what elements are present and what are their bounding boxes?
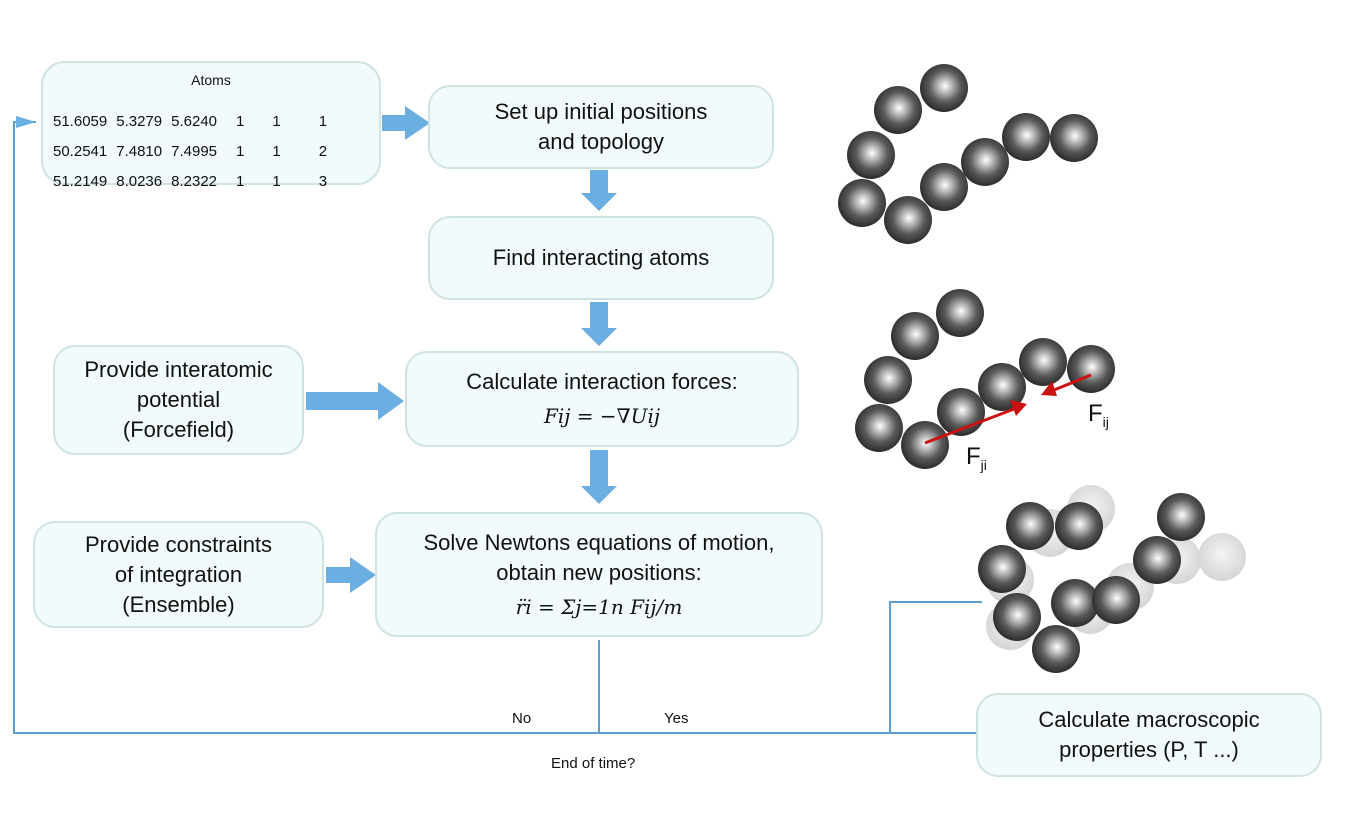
molecule-updated	[978, 485, 1246, 673]
table-cell: 1	[318, 113, 328, 130]
atom	[838, 179, 886, 227]
atoms-input-box: Atoms 51.6059 5.3279 5.6240 1 1 1 50.254…	[41, 61, 381, 190]
constraints-line-3: (Ensemble)	[122, 591, 235, 617]
molecule-initial	[838, 64, 1098, 244]
atom	[884, 196, 932, 244]
arrow-setup-to-find	[581, 170, 617, 211]
macro-line-1: Calculate macroscopic	[1038, 707, 1260, 732]
atom	[1002, 113, 1050, 161]
atom	[1019, 338, 1067, 386]
macro-line-2: properties (P, T ...)	[1059, 737, 1239, 762]
constraints-box: Provide constraints of integration (Ense…	[33, 521, 324, 628]
decision-yes-label: Yes	[664, 710, 689, 727]
ghost-atom	[1198, 533, 1246, 581]
force-arrow-fij-head	[1041, 381, 1057, 396]
table-cell: 1	[236, 113, 245, 130]
atom	[920, 64, 968, 112]
atom	[847, 131, 895, 179]
atom	[1055, 502, 1103, 550]
force-label-fij-sub: ij	[1102, 414, 1109, 430]
force-label-fji-sub: ji	[980, 457, 987, 473]
force-arrow-fij	[1053, 373, 1092, 392]
atom	[1051, 579, 1099, 627]
force-label-fij-main: F	[1088, 400, 1103, 427]
force-arrow-fji-head	[1010, 400, 1027, 416]
atom	[1032, 625, 1080, 673]
arrow-atoms-to-setup	[382, 106, 430, 140]
force-label-fij: Fij	[1088, 400, 1109, 430]
calc-forces-box: Calculate interaction forces: Fij = −∇Ui…	[405, 351, 799, 447]
table-cell: 1	[272, 173, 281, 190]
force-label-fji-main: F	[966, 443, 981, 470]
setup-line-2: and topology	[538, 129, 664, 154]
molecule-forces	[855, 289, 1115, 469]
atom	[1006, 502, 1054, 550]
potential-line-2: potential	[136, 387, 221, 412]
constraints-line-1: Provide constraints	[84, 531, 273, 557]
macro-box: Calculate macroscopic properties (P, T .…	[976, 693, 1322, 777]
force-arrow-fji	[924, 407, 1015, 445]
newton-equation: r̈i = Σj=1n Fij/m	[515, 594, 683, 619]
loop-arrow-head	[16, 116, 36, 128]
table-cell: 1	[272, 143, 281, 160]
atom	[961, 138, 1009, 186]
arrow-find-to-calc	[581, 302, 617, 346]
decision-question: End of time?	[551, 755, 636, 772]
table-cell: 3	[318, 173, 328, 190]
atoms-title: Atoms	[191, 72, 231, 88]
force-label-fji: Fji	[966, 443, 987, 473]
atom	[920, 163, 968, 211]
constraints-line-2: of integration	[114, 561, 243, 587]
atom	[1157, 493, 1205, 541]
solve-line-2: obtain new positions:	[496, 559, 702, 585]
table-cell: 1	[272, 113, 281, 130]
atom	[901, 421, 949, 469]
atom	[874, 86, 922, 134]
table-cell: 8.0236	[116, 173, 163, 190]
table-row: 50.2541 7.4810 7.4995 1 1 2	[53, 137, 336, 167]
table-cell: 51.2149	[53, 173, 108, 190]
setup-box: Set up initial positions and topology	[428, 85, 774, 169]
atom	[1092, 576, 1140, 624]
atom	[864, 356, 912, 404]
calc-forces-title: Calculate interaction forces:	[466, 369, 738, 394]
atom	[1067, 345, 1115, 393]
atom	[891, 312, 939, 360]
table-row: 51.6059 5.3279 5.6240 1 1 1	[53, 107, 336, 137]
force-equation: Fij = −∇Uij	[543, 404, 661, 428]
setup-line-1: Set up initial positions	[494, 99, 708, 124]
atom	[855, 404, 903, 452]
table-cell: 1	[236, 143, 245, 160]
solve-line-1: Solve Newtons equations of motion,	[423, 529, 775, 555]
potential-line-3: (Forcefield)	[122, 417, 235, 442]
table-cell: 7.4810	[116, 143, 163, 160]
table-cell: 50.2541	[53, 143, 108, 160]
table-cell: 5.6240	[171, 113, 218, 130]
arrow-constraints-to-solve	[326, 557, 376, 593]
find-box: Find interacting atoms	[428, 216, 774, 300]
table-cell: 2	[318, 143, 328, 160]
atom	[978, 363, 1026, 411]
atoms-table: 51.6059 5.3279 5.6240 1 1 1 50.2541 7.48…	[53, 107, 336, 197]
potential-box: Provide interatomic potential (Forcefiel…	[53, 345, 304, 455]
atom	[978, 545, 1026, 593]
find-label: Find interacting atoms	[492, 245, 710, 270]
table-cell: 8.2322	[171, 173, 218, 190]
table-cell: 7.4995	[171, 143, 218, 160]
table-cell: 5.3279	[116, 113, 163, 130]
arrow-calc-to-solve	[581, 450, 617, 504]
atom	[936, 289, 984, 337]
yes-line	[599, 601, 982, 734]
table-cell: 1	[236, 173, 245, 190]
solve-box: Solve Newtons equations of motion, obtai…	[375, 512, 823, 637]
atom	[1133, 536, 1181, 584]
atom	[993, 593, 1041, 641]
table-cell: 51.6059	[53, 113, 108, 130]
decision-no-label: No	[512, 710, 532, 727]
table-row: 51.2149 8.0236 8.2322 1 1 3	[53, 167, 336, 197]
atom	[1050, 114, 1098, 162]
potential-line-1: Provide interatomic	[84, 357, 273, 382]
arrow-potential-to-calc	[306, 382, 404, 420]
